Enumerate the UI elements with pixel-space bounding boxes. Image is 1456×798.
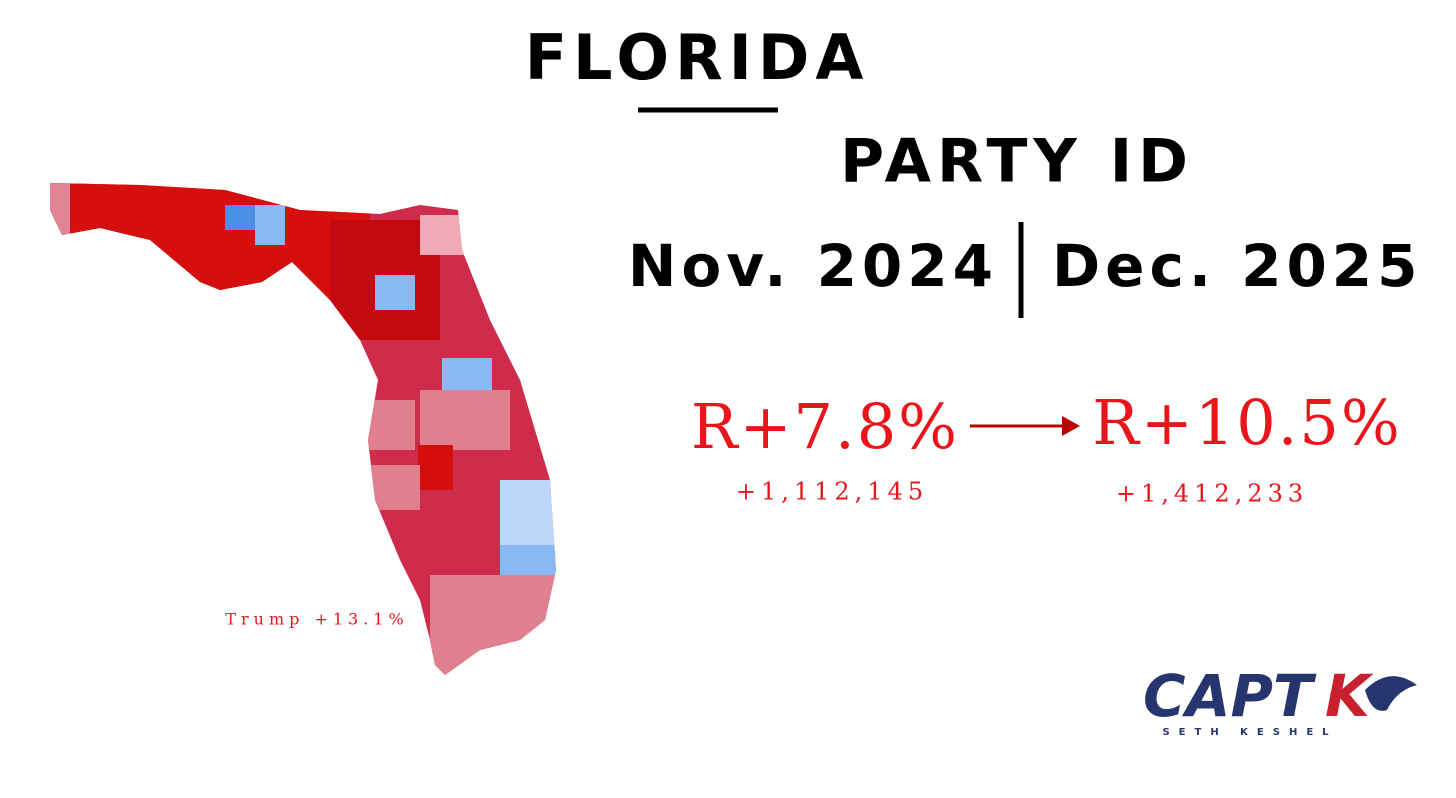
- count-left: +1,112,145: [736, 478, 928, 506]
- period-left: Nov. 2024: [628, 232, 998, 300]
- subtitle: PARTY ID: [840, 127, 1194, 197]
- count-right: +1,412,233: [1116, 480, 1308, 508]
- logo: CAPT K SETH KESHEL: [1143, 662, 1417, 738]
- map-caption: Trump +13.1%: [225, 610, 408, 629]
- logo-main: CAPT: [1143, 662, 1317, 730]
- margin-left: R+7.8%: [691, 390, 959, 463]
- logo-eagle: [1365, 676, 1417, 711]
- arrow: [970, 416, 1080, 436]
- logo-tagline: SETH KESHEL: [1162, 727, 1337, 738]
- margin-right: R+10.5%: [1092, 386, 1402, 459]
- logo-accent: K: [1325, 662, 1374, 730]
- period-right: Dec. 2025: [1052, 232, 1423, 300]
- title: FLORIDA: [525, 21, 870, 94]
